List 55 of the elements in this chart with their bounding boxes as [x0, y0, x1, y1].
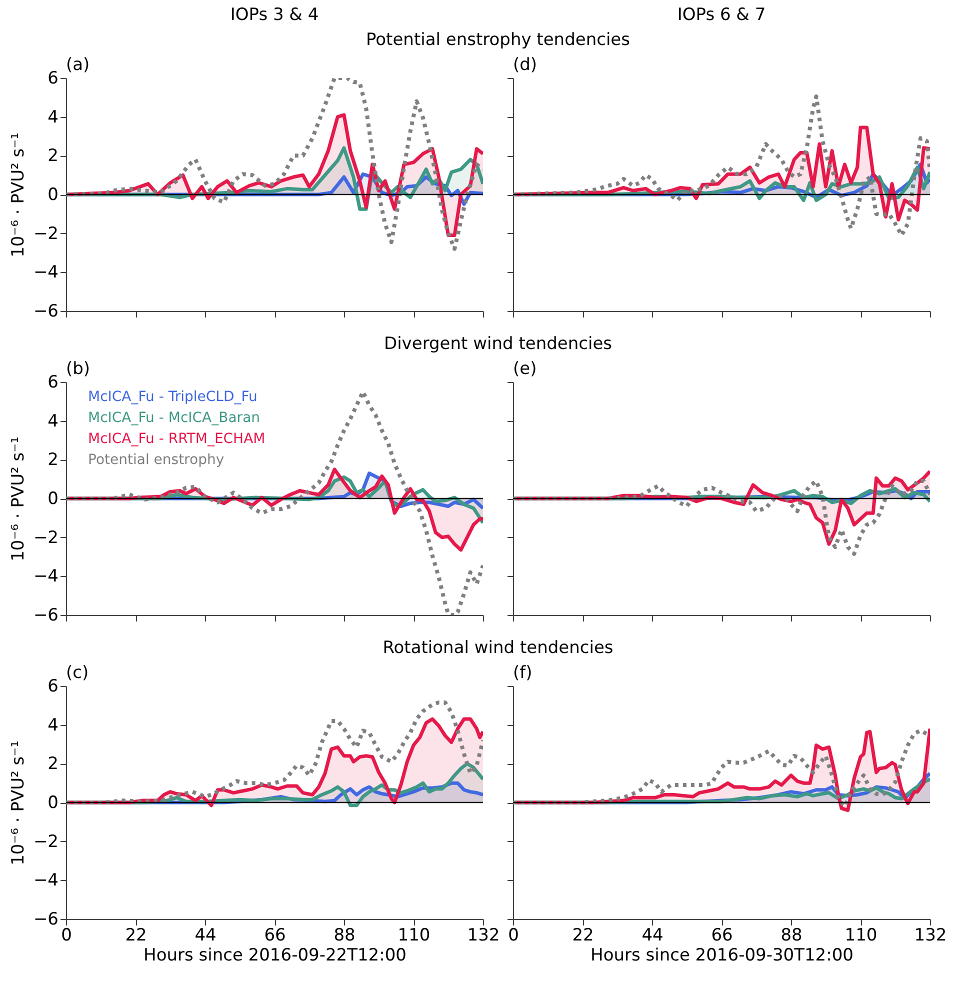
y-tick-label: 0	[48, 185, 58, 205]
text: (a)	[66, 55, 90, 75]
x-tick-label: 110	[844, 926, 878, 946]
y-tick-label: 2	[48, 146, 58, 166]
y-axis-title: 10⁻⁶ · PVU² s⁻¹	[8, 740, 28, 866]
text: (d)	[513, 55, 538, 75]
x-axis-title: Hours since 2016-09-22T12:00	[144, 946, 406, 966]
x-tick-label: 132	[914, 926, 947, 946]
y-tick-label: 4	[48, 715, 58, 736]
text: McICA_Fu - RRTM_ECHAM	[88, 431, 266, 447]
text: McICA_Fu - McICA_Baran	[88, 410, 260, 426]
text: (b)	[66, 359, 90, 379]
y-tick-label: 6	[48, 372, 58, 392]
text: (c)	[66, 663, 89, 683]
x-tick-label: 22	[572, 926, 594, 946]
y-axis-title: 10⁻⁶ · PVU² s⁻¹	[8, 132, 28, 258]
text: Potential enstrophy	[88, 452, 224, 468]
x-tick-label: 0	[508, 926, 519, 946]
chart-subtitle: Rotational wind tendencies	[382, 638, 614, 658]
y-tick-label: −2	[33, 832, 58, 852]
x-axis-title: Hours since 2016-09-30T12:00	[590, 946, 854, 966]
y-tick-label: 0	[48, 793, 58, 813]
x-tick-label: 66	[264, 926, 286, 946]
y-tick-label: 6	[48, 676, 58, 696]
y-tick-label: 0	[48, 489, 58, 509]
chart-subtitle: Potential enstrophy tendencies	[366, 30, 630, 50]
y-tick-label: 4	[48, 107, 58, 128]
text: (f)	[513, 663, 532, 683]
y-tick-label: −2	[33, 224, 58, 244]
x-tick-label: 0	[61, 926, 72, 946]
x-tick-label: 110	[398, 926, 430, 946]
x-tick-label: 44	[194, 926, 216, 946]
y-axis-title: 10⁻⁶ · PVU² s⁻¹	[8, 436, 28, 562]
x-tick-label: 66	[711, 926, 733, 946]
y-tick-label: −2	[33, 528, 58, 548]
y-tick-label: 2	[48, 754, 58, 774]
y-tick-label: 2	[48, 450, 58, 470]
x-tick-label: 22	[125, 926, 147, 946]
y-tick-label: −4	[33, 870, 58, 891]
y-tick-label: 6	[48, 68, 58, 88]
y-tick-label: 4	[48, 411, 58, 432]
x-tick-label: 132	[467, 926, 500, 946]
x-tick-label: 44	[642, 926, 664, 946]
x-tick-label: 88	[334, 926, 356, 946]
y-tick-label: −4	[33, 566, 58, 587]
y-tick-label: −6	[33, 606, 58, 626]
chart-title: IOPs 3 & 4	[230, 5, 319, 25]
chart-subtitle: Divergent wind tendencies	[384, 334, 612, 354]
chart-title: IOPs 6 & 7	[677, 5, 766, 25]
x-tick-label: 88	[780, 926, 802, 946]
text: (e)	[513, 359, 537, 379]
y-tick-label: −4	[33, 262, 58, 283]
text: McICA_Fu - TripleCLD_Fu	[88, 389, 258, 405]
y-tick-label: −6	[33, 910, 58, 930]
y-tick-label: −6	[33, 302, 58, 322]
